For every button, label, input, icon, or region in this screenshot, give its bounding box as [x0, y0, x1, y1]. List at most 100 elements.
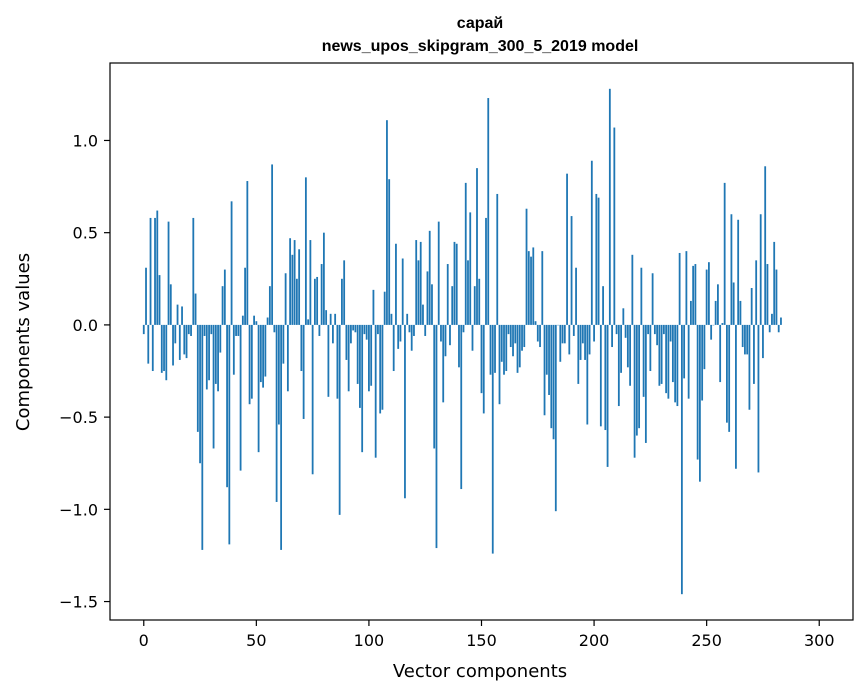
- bar: [640, 267, 643, 325]
- bar: [717, 284, 719, 325]
- bar: [390, 313, 393, 325]
- bar: [602, 286, 604, 325]
- bar: [388, 179, 391, 325]
- bar: [408, 324, 411, 333]
- bar: [705, 269, 708, 325]
- bar: [550, 324, 553, 429]
- bar: [543, 324, 546, 416]
- y-axis-label: Components values: [13, 253, 34, 431]
- bar: [235, 324, 237, 336]
- bar: [230, 201, 233, 325]
- bar: [476, 168, 478, 325]
- y-tick-label: −0.5: [59, 408, 98, 427]
- bar: [205, 324, 208, 390]
- bar: [239, 324, 242, 471]
- bar: [271, 164, 274, 325]
- bar: [771, 313, 773, 325]
- bar: [149, 217, 152, 325]
- bar: [455, 243, 458, 325]
- bar: [295, 278, 298, 325]
- bar: [415, 240, 418, 325]
- bar: [762, 324, 764, 359]
- bar: [183, 324, 186, 355]
- bar: [147, 324, 150, 364]
- bar: [399, 324, 402, 342]
- bar: [212, 324, 215, 449]
- bar: [710, 324, 713, 340]
- bar: [726, 324, 728, 423]
- bar: [199, 324, 201, 464]
- bar: [262, 324, 264, 388]
- bar: [460, 324, 463, 490]
- bar: [201, 324, 204, 550]
- bar: [478, 278, 481, 325]
- bar: [536, 324, 539, 342]
- bar: [214, 324, 217, 384]
- bar: [635, 324, 638, 436]
- bar: [282, 324, 285, 364]
- bar: [449, 324, 451, 346]
- bar: [304, 177, 307, 325]
- bar: [505, 324, 508, 372]
- bar: [590, 160, 593, 325]
- bar: [428, 230, 431, 325]
- y-axis-ticks: −1.5 −1.0 −0.5 0.0 0.5 1.0: [59, 131, 110, 612]
- bar: [368, 324, 370, 392]
- bar: [145, 267, 147, 325]
- x-tick-label: 50: [246, 631, 266, 650]
- bar: [777, 324, 780, 333]
- bar: [419, 241, 422, 325]
- bar: [498, 324, 501, 405]
- bar: [462, 324, 465, 333]
- bar: [534, 321, 537, 325]
- bar: [356, 324, 359, 384]
- bar: [577, 324, 580, 384]
- bar: [158, 275, 161, 325]
- bar: [172, 324, 174, 366]
- bar: [489, 324, 492, 375]
- bar: [617, 324, 620, 407]
- bar: [485, 217, 487, 325]
- bar: [332, 324, 334, 344]
- bar: [359, 324, 361, 408]
- bar: [336, 324, 339, 399]
- bar: [500, 324, 503, 362]
- bar: [649, 324, 652, 372]
- bar: [325, 310, 328, 325]
- bar: [289, 238, 292, 325]
- bar: [701, 324, 704, 401]
- bar: [545, 324, 548, 375]
- bar: [298, 249, 301, 325]
- bar: [708, 262, 710, 325]
- bar: [401, 258, 404, 325]
- bar: [512, 324, 514, 357]
- bar: [167, 221, 170, 325]
- bar: [595, 193, 598, 325]
- bar: [741, 324, 744, 348]
- bar: [685, 251, 688, 325]
- bar: [244, 267, 246, 325]
- bar: [291, 254, 294, 325]
- bar: [586, 324, 589, 425]
- x-axis-label: Vector components: [393, 661, 567, 682]
- bar: [410, 324, 413, 351]
- bar: [458, 324, 460, 368]
- bar: [624, 324, 627, 338]
- bar: [154, 217, 156, 325]
- bar: [541, 251, 544, 325]
- bar: [615, 324, 618, 335]
- bar: [392, 324, 395, 372]
- x-axis-ticks: 0 50 100 150 200 250 300: [139, 620, 835, 650]
- bar: [703, 324, 706, 370]
- chart-title: сарай: [457, 15, 504, 32]
- x-tick-label: 0: [139, 631, 149, 650]
- bar: [442, 324, 445, 403]
- bar: [381, 324, 384, 410]
- bar: [320, 264, 323, 325]
- bar: [660, 324, 663, 384]
- bar: [496, 193, 499, 325]
- bar: [656, 324, 659, 346]
- bar: [487, 98, 490, 325]
- bar: [194, 293, 197, 325]
- bar: [316, 276, 319, 325]
